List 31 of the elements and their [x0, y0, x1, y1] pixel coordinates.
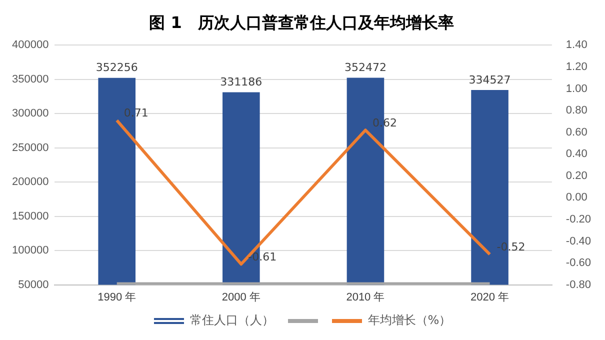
y-tick-label: 100000 — [12, 244, 49, 257]
x-tick-label: 2000 年 — [222, 291, 260, 304]
y2-tick-label: 1.00 — [566, 82, 588, 95]
x-tick-label: 2020 年 — [470, 291, 510, 304]
y-tick-label: 350000 — [12, 73, 49, 86]
y-tick-label: 50000 — [18, 278, 49, 291]
y-tick-label: 400000 — [12, 39, 49, 52]
chart-title: 图 1 历次人口普查常住人口及年均增长率 — [149, 12, 454, 32]
legend-label: 年均增长（%） — [368, 312, 452, 329]
y2-tick-label: -0.40 — [566, 235, 592, 248]
y2-tick-label: 0.60 — [566, 126, 588, 138]
x-tick-label: 1990 年 — [98, 291, 136, 304]
y2-tick-label: -0.60 — [566, 257, 592, 270]
y-tick-label: 150000 — [12, 210, 49, 222]
x-tick-label: 2010 年 — [346, 291, 385, 304]
y2-tick-label: 0.80 — [566, 104, 588, 117]
y2-tick-label: 0.40 — [566, 148, 588, 160]
y2-tick-label: -0.20 — [566, 213, 592, 226]
y2-tick-label: -0.80 — [566, 278, 592, 291]
y2-tick-label: 0.20 — [566, 170, 588, 182]
y-tick-label: 250000 — [12, 142, 49, 154]
y2-tick-label: 1.40 — [566, 39, 588, 52]
data-label: 331186 — [220, 76, 262, 89]
y2-tick-label: 0.00 — [566, 192, 588, 204]
y2-tick-label: 1.20 — [566, 61, 588, 74]
data-label: 352256 — [96, 61, 138, 74]
y-tick-label: 200000 — [12, 176, 49, 188]
data-label: 334527 — [468, 73, 511, 86]
y-tick-label: 300000 — [12, 108, 49, 120]
data-label: 352472 — [344, 61, 386, 74]
legend-label: 常住人口（人） — [190, 312, 274, 329]
